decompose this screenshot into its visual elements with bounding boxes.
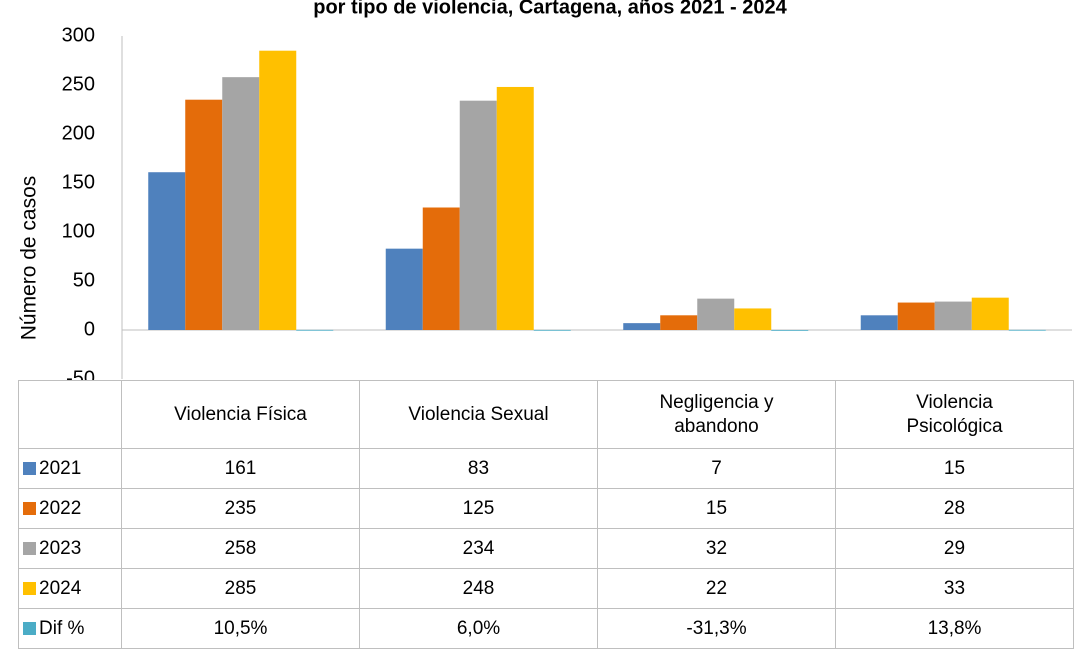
legend-key [23, 541, 36, 555]
table-value: 33 [835, 568, 1074, 609]
bar [971, 297, 1009, 330]
table-row: 2021 161 83 7 15 [18, 448, 1074, 489]
legend-entry: Dif % [18, 608, 122, 649]
table-value: 258 [121, 528, 360, 569]
bar [296, 329, 334, 331]
category-label: Violencia Física [174, 403, 307, 425]
table-value: 285 [121, 568, 360, 609]
table-value: 83 [359, 448, 598, 489]
bar [660, 315, 698, 330]
y-tick-label: 50 [73, 269, 95, 291]
legend-key [23, 501, 36, 515]
table-value: -31,3% [597, 608, 836, 649]
bar [222, 77, 260, 330]
y-tick-label: 0 [84, 318, 95, 340]
table-row: 2023 258 234 32 29 [18, 528, 1074, 569]
y-tick-label: 300 [62, 24, 95, 46]
table-value: 29 [835, 528, 1074, 569]
bar [459, 100, 497, 331]
legend-entry: 2024 [18, 568, 122, 609]
y-tick-label: 200 [62, 122, 95, 144]
bar [623, 323, 661, 330]
table-row: 2022 235 125 15 28 [18, 488, 1074, 529]
chart-title: por tipo de violencia, Cartagena, años 2… [313, 0, 787, 18]
table-value: 235 [121, 488, 360, 529]
table-value: 10,5% [121, 608, 360, 649]
table-value: 248 [359, 568, 598, 609]
bar [533, 329, 571, 331]
category-label: Violencia Sexual [408, 403, 549, 425]
legend-entry: 2022 [18, 488, 122, 529]
bar [422, 207, 460, 330]
table-header-row: Violencia Física Violencia Sexual Negligen… [18, 380, 1074, 449]
y-axis-label: Número de casos [18, 176, 41, 341]
y-tick-label: -50 [66, 367, 95, 380]
legend-label: 2024 [39, 577, 82, 599]
table-value: 125 [359, 488, 598, 529]
category-label: Negligencia y abandono [659, 391, 774, 437]
table-header-cell: Violencia Sexual [359, 380, 598, 449]
legend-entry: 2021 [18, 448, 122, 489]
bar [897, 302, 935, 330]
legend-label: 2022 [39, 497, 82, 519]
legend-key [23, 461, 36, 475]
bar [385, 248, 423, 330]
bar [860, 315, 898, 330]
bar [1008, 329, 1046, 331]
bar [771, 330, 809, 331]
y-tick-label: 100 [62, 220, 95, 242]
legend-key [23, 621, 36, 635]
legend-key [23, 581, 36, 595]
bar [934, 301, 972, 330]
table-value: 28 [835, 488, 1074, 529]
y-tick-label: 150 [62, 171, 95, 193]
bar [259, 50, 297, 330]
bar [148, 172, 186, 330]
table-value: 161 [121, 448, 360, 489]
table-row: Dif % 10,5% 6,0% -31,3% 13,8% [18, 608, 1074, 649]
legend-label: 2021 [39, 457, 82, 479]
table-header-cell: Violencia Psicológica [835, 380, 1074, 449]
bar [496, 86, 534, 331]
legend-label: Dif % [39, 617, 85, 639]
bar [697, 298, 735, 330]
chart: por tipo de violencia, Cartagena, años 2… [18, 0, 1072, 380]
table-value: 15 [835, 448, 1074, 489]
table-value: 22 [597, 568, 836, 609]
table-row: 2024 285 248 22 33 [18, 568, 1074, 609]
table-corner [18, 380, 122, 449]
table-header-cell: Violencia Física [121, 380, 360, 449]
table-value: 6,0% [359, 608, 598, 649]
legend-label: 2023 [39, 537, 82, 559]
legend-entry: 2023 [18, 528, 122, 569]
data-table: Violencia Física Violencia Sexual Negligen… [18, 380, 1074, 649]
bar [734, 308, 772, 330]
table-value: 32 [597, 528, 836, 569]
category-label: Violencia Psicológica [906, 391, 1003, 437]
bar [185, 99, 223, 330]
table-header-cell: Negligencia y abandono [597, 380, 836, 449]
table-value: 234 [359, 528, 598, 569]
y-tick-label: 250 [62, 73, 95, 95]
table-value: 13,8% [835, 608, 1074, 649]
table-value: 7 [597, 448, 836, 489]
table-value: 15 [597, 488, 836, 529]
